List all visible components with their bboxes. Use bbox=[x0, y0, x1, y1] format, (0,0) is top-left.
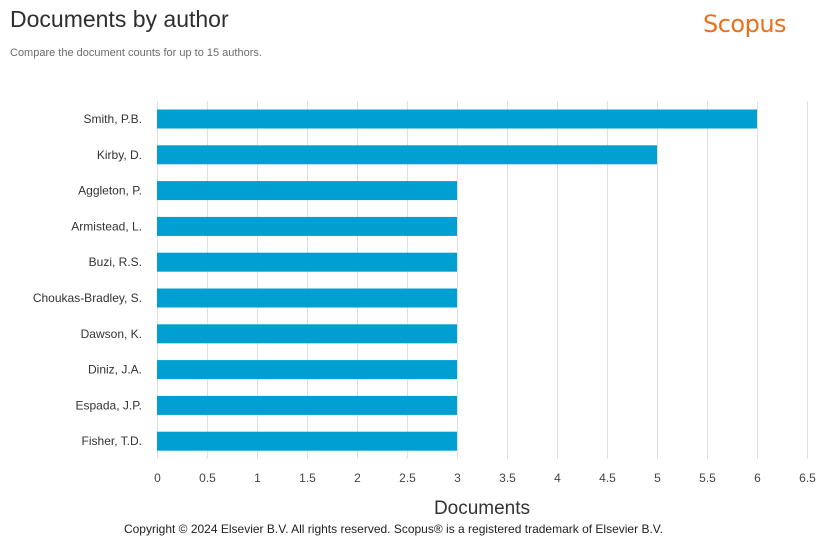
x-tick-label: 0.5 bbox=[199, 471, 216, 485]
x-tick-label: 3.5 bbox=[499, 471, 516, 485]
bar bbox=[157, 360, 457, 380]
x-tick-label: 5 bbox=[654, 471, 661, 485]
bar bbox=[157, 145, 657, 165]
bar bbox=[157, 324, 457, 344]
x-tick-label: 6.5 bbox=[799, 471, 816, 485]
copyright-notice: Copyright © 2024 Elsevier B.V. All right… bbox=[123, 522, 664, 536]
x-tick-label: 2 bbox=[354, 471, 361, 485]
chart-subtitle: Compare the document counts for up to 15… bbox=[10, 47, 262, 59]
x-tick-label: 6 bbox=[754, 471, 761, 485]
bar bbox=[157, 252, 457, 272]
bar bbox=[157, 181, 457, 201]
scopus-logo: Scopus bbox=[703, 10, 787, 38]
y-category-label: Diniz, J.A. bbox=[88, 363, 142, 377]
x-tick-label: 4 bbox=[554, 471, 561, 485]
bar bbox=[157, 288, 457, 308]
bar bbox=[157, 395, 457, 415]
y-category-label: Smith, P.B. bbox=[84, 112, 142, 126]
y-category-label: Buzi, R.S. bbox=[89, 255, 142, 269]
x-tick-label: 5.5 bbox=[699, 471, 716, 485]
y-category-label: Dawson, K. bbox=[81, 327, 142, 341]
chart-title: Documents by author bbox=[10, 6, 229, 32]
x-tick-label: 1.5 bbox=[299, 471, 316, 485]
y-category-label: Choukas-Bradley, S. bbox=[33, 291, 142, 305]
x-axis-title: Documents bbox=[434, 498, 530, 519]
y-category-label: Aggleton, P. bbox=[78, 184, 142, 198]
x-tick-label: 4.5 bbox=[599, 471, 616, 485]
x-tick-label: 0 bbox=[154, 471, 161, 485]
y-category-label: Espada, J.P. bbox=[76, 398, 143, 412]
bar bbox=[157, 109, 757, 129]
x-tick-label: 3 bbox=[454, 471, 461, 485]
bar bbox=[157, 431, 457, 451]
x-tick-label: 1 bbox=[254, 471, 261, 485]
x-tick-label: 2.5 bbox=[399, 471, 416, 485]
y-category-label: Armistead, L. bbox=[71, 219, 142, 233]
y-category-label: Fisher, T.D. bbox=[82, 434, 142, 448]
bar bbox=[157, 216, 457, 236]
y-category-label: Kirby, D. bbox=[97, 148, 142, 162]
